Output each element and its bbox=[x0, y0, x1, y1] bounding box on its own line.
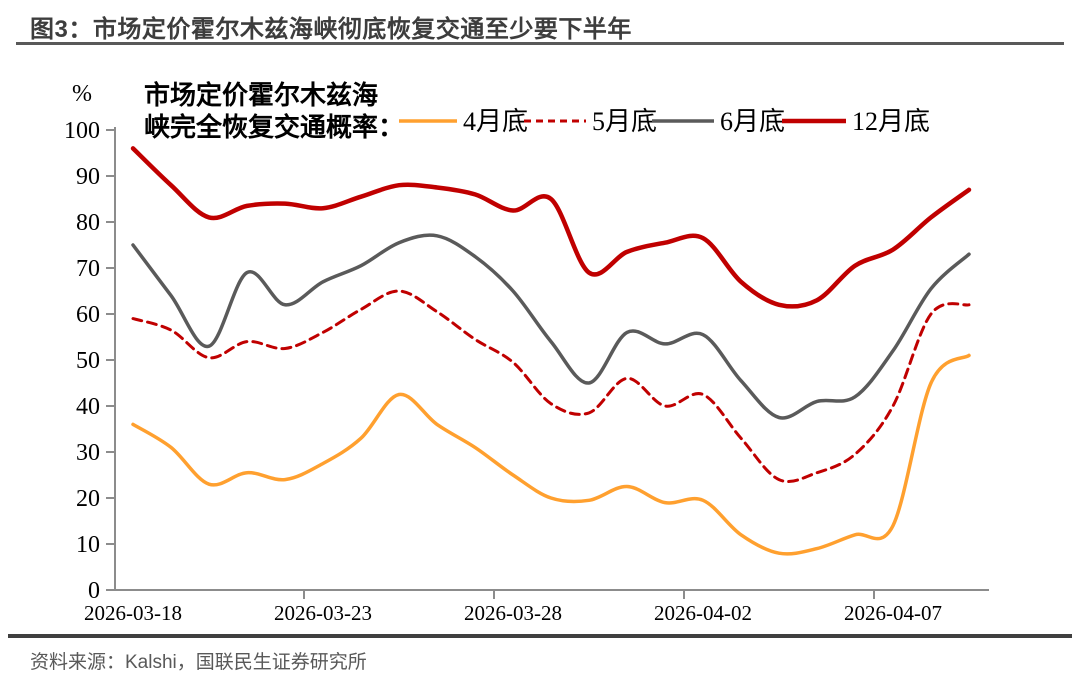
legend-item-dec: 12月底 bbox=[782, 107, 930, 136]
y-axis-tick-label: 40 bbox=[76, 394, 100, 420]
legend-item-apr: 4月底 bbox=[399, 107, 528, 136]
series-line-5月底 bbox=[131, 289, 971, 484]
y-axis-tick-label: 60 bbox=[76, 302, 100, 328]
y-axis-tick-label: 0 bbox=[88, 578, 100, 604]
y-axis-tick-label: 90 bbox=[76, 164, 100, 190]
y-axis-tick-label: 80 bbox=[76, 210, 100, 236]
y-axis-tick-label: 30 bbox=[76, 440, 100, 466]
bottom-separator bbox=[8, 634, 1072, 638]
legend-label-dec: 12月底 bbox=[852, 107, 930, 136]
series-line-6月底 bbox=[131, 233, 971, 420]
y-axis-tick-label: 20 bbox=[76, 486, 100, 512]
legend-item-jun: 6月底 bbox=[652, 107, 785, 136]
y-axis-unit-label: % bbox=[72, 81, 92, 107]
annotation-line-2: 峡完全恢复交通概率： bbox=[144, 112, 404, 142]
chart-annotation: 市场定价霍尔木兹海 峡完全恢复交通概率： bbox=[144, 80, 404, 142]
legend-label-apr: 4月底 bbox=[463, 107, 528, 136]
legend-label-may: 5月底 bbox=[592, 107, 657, 136]
page-title: 图3：市场定价霍尔木兹海峡彻底恢复交通至少要下半年 bbox=[30, 16, 632, 43]
y-axis-tick-label: 50 bbox=[76, 348, 100, 374]
y-axis-tick-label: 70 bbox=[76, 256, 100, 282]
series-line-12月底 bbox=[130, 146, 972, 309]
source-note: 资料来源：Kalshi，国联民生证券研究所 bbox=[30, 652, 367, 673]
y-axis-tick-label: 10 bbox=[76, 532, 100, 558]
legend-label-jun: 6月底 bbox=[720, 107, 785, 136]
legend-item-may: 5月底 bbox=[524, 107, 657, 136]
y-axis-tick-label: 100 bbox=[64, 118, 100, 144]
legend: 4月底 5月底 6月底 12月底 bbox=[399, 107, 930, 136]
title-underline bbox=[16, 42, 1064, 45]
x-axis-tick-label: 2026-03-23 bbox=[274, 601, 372, 625]
x-axis-tick-label: 2026-03-18 bbox=[84, 601, 182, 625]
annotation-line-1: 市场定价霍尔木兹海 bbox=[144, 80, 378, 110]
series-lines bbox=[130, 146, 972, 556]
x-axis-tick-label: 2026-04-02 bbox=[654, 601, 752, 625]
series-line-4月底 bbox=[131, 353, 971, 556]
x-axis-tick-label: 2026-03-28 bbox=[464, 601, 562, 625]
x-axis-tick-label: 2026-04-07 bbox=[844, 601, 942, 625]
